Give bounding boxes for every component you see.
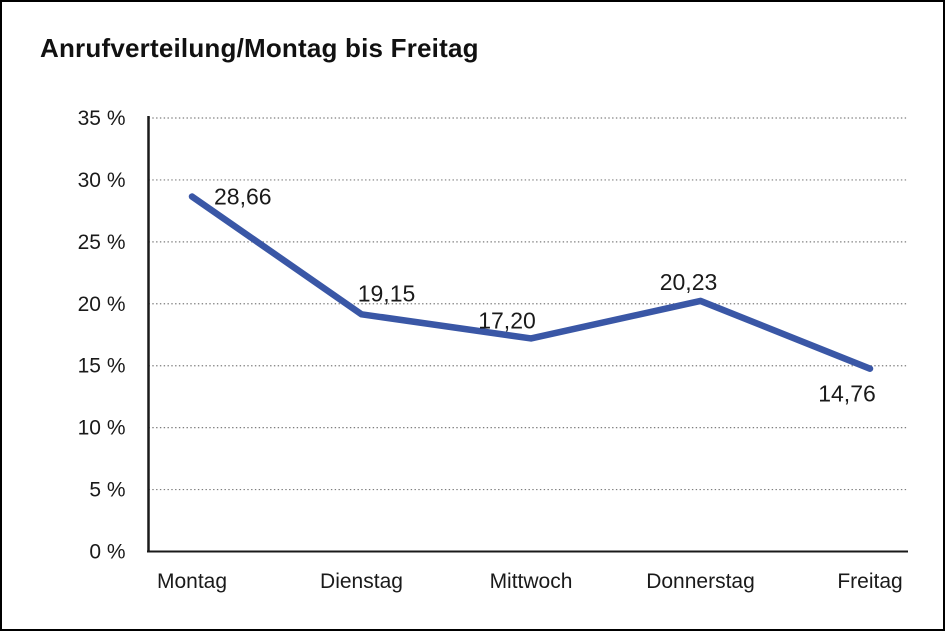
data-point-label: 20,23 (660, 269, 718, 295)
data-series-line (188, 193, 874, 372)
x-category-label: Donnerstag (646, 570, 755, 593)
x-category-label: Montag (157, 570, 227, 593)
y-tick-label: 15 % (78, 355, 126, 378)
data-point-label: 17,20 (478, 307, 536, 333)
chart-title: Anrufverteilung/Montag bis Freitag (40, 33, 479, 63)
y-tick-label: 30 % (78, 169, 126, 192)
y-tick-label: 35 % (78, 107, 126, 130)
data-point-label: 19,15 (358, 280, 416, 306)
y-tick-label: 10 % (78, 417, 126, 440)
y-tick-label: 25 % (78, 231, 126, 254)
y-tick-label: 5 % (89, 479, 125, 502)
x-category-label: Dienstag (320, 570, 403, 593)
x-category-label: Freitag (837, 570, 902, 593)
data-point-label: 14,76 (818, 381, 876, 407)
x-category-label: Mittwoch (490, 570, 573, 593)
data-point-label: 28,66 (214, 184, 272, 210)
y-tick-label: 20 % (78, 293, 126, 316)
y-tick-label: 0 % (89, 541, 125, 564)
